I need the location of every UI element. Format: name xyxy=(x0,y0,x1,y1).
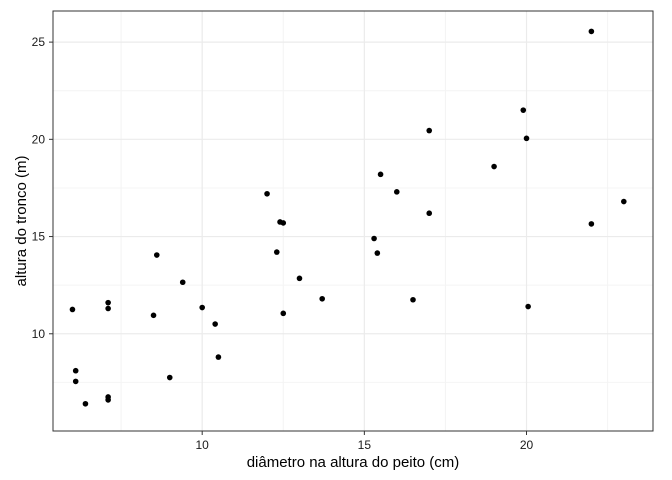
data-point xyxy=(105,299,111,306)
y-axis-title: altura do tronco (m) xyxy=(13,156,30,287)
data-point xyxy=(374,250,381,256)
x-axis-title: diâmetro na altura do peito (cm) xyxy=(247,454,460,471)
data-point xyxy=(393,189,400,195)
data-point xyxy=(410,296,416,303)
data-point xyxy=(166,374,173,381)
data-point xyxy=(72,378,79,385)
x-tick-label: 20 xyxy=(520,438,534,452)
y-tick-label: 15 xyxy=(32,230,46,244)
data-point xyxy=(280,220,287,226)
data-point xyxy=(199,304,205,311)
data-point xyxy=(588,28,595,35)
data-point xyxy=(82,400,89,407)
data-point xyxy=(371,235,377,242)
plot-panel xyxy=(53,11,653,431)
data-point xyxy=(264,190,270,197)
data-point xyxy=(273,249,280,255)
plot-frame xyxy=(52,10,654,432)
data-point xyxy=(105,397,111,403)
data-point xyxy=(105,305,111,312)
data-point xyxy=(426,127,433,134)
data-points xyxy=(69,28,627,407)
axis-ticks: 10 15 20 10 15 20 25 xyxy=(32,35,534,452)
y-tick-label: 20 xyxy=(32,132,46,146)
data-point xyxy=(179,279,186,286)
x-tick-label: 10 xyxy=(196,438,210,452)
data-point xyxy=(212,321,218,327)
data-point xyxy=(377,171,384,178)
data-point xyxy=(426,210,433,217)
data-point xyxy=(215,354,222,360)
data-point xyxy=(525,303,531,310)
data-point xyxy=(491,163,497,170)
data-point xyxy=(621,198,627,205)
data-point xyxy=(280,310,287,317)
data-point xyxy=(319,295,325,302)
data-point xyxy=(150,312,157,319)
y-tick-label: 10 xyxy=(32,327,46,341)
data-point xyxy=(72,367,79,374)
data-point xyxy=(588,221,595,227)
data-point xyxy=(69,306,76,313)
data-point xyxy=(296,275,303,282)
data-point xyxy=(523,135,530,142)
grid-lines xyxy=(53,11,653,431)
x-tick-label: 15 xyxy=(358,438,372,452)
data-point xyxy=(153,252,160,258)
y-tick-label: 25 xyxy=(32,35,46,49)
data-point xyxy=(520,107,527,113)
